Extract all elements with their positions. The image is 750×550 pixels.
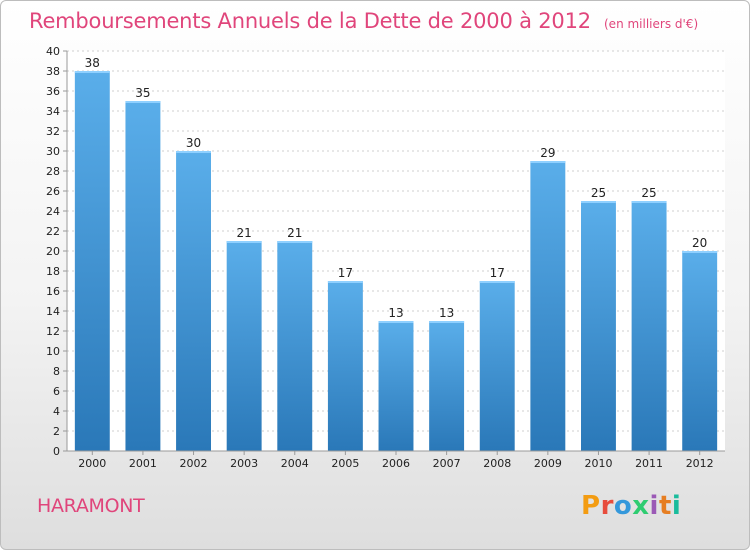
bar-2006 <box>378 321 414 451</box>
title-block: Remboursements Annuels de la Dette de 20… <box>29 9 698 33</box>
logo-letter: x <box>632 491 650 521</box>
y-tick-label: 32 <box>46 125 60 138</box>
bar-value-label-2003: 21 <box>237 226 252 240</box>
y-tick-label: 10 <box>46 345 60 358</box>
bar-highlight-2009 <box>530 161 566 163</box>
bar-value-label-2010: 25 <box>591 186 606 200</box>
x-tick-label-2012: 2012 <box>686 457 714 470</box>
bar-2002 <box>176 151 212 451</box>
bar-2012 <box>682 251 718 451</box>
y-tick-label: 34 <box>46 105 60 118</box>
bar-highlight-2003 <box>226 241 262 243</box>
bar-2000 <box>74 71 110 451</box>
y-tick-label: 36 <box>46 85 60 98</box>
bar-highlight-2008 <box>479 281 515 283</box>
bar-highlight-2004 <box>277 241 313 243</box>
bar-2007 <box>429 321 465 451</box>
bar-value-label-2000: 38 <box>85 56 100 70</box>
bar-highlight-2005 <box>327 281 363 283</box>
x-tick-label-2005: 2005 <box>331 457 359 470</box>
y-tick-label: 2 <box>53 425 60 438</box>
bar-2008 <box>479 281 515 451</box>
bar-2003 <box>226 241 262 451</box>
y-tick-label: 0 <box>53 445 60 458</box>
bar-value-label-2005: 17 <box>338 266 353 280</box>
bar-2011 <box>631 201 667 451</box>
x-tick-label-2002: 2002 <box>180 457 208 470</box>
logo-letter: P <box>581 491 601 521</box>
bar-highlight-2001 <box>125 101 161 103</box>
bar-value-label-2006: 13 <box>388 306 403 320</box>
y-tick-label: 18 <box>46 265 60 278</box>
bars: 38 35 30 21 21 17 13 13 17 29 25 25 20 <box>74 56 718 451</box>
bar-value-label-2011: 25 <box>641 186 656 200</box>
logo-letter: o <box>613 491 633 521</box>
bar-value-label-2002: 30 <box>186 136 201 150</box>
y-tick-label: 28 <box>46 165 60 178</box>
y-tick-label: 4 <box>53 405 60 418</box>
x-tick-label-2009: 2009 <box>534 457 562 470</box>
bar-2004 <box>277 241 313 451</box>
bar-value-label-2008: 17 <box>490 266 505 280</box>
y-tick-label: 38 <box>46 65 60 78</box>
bar-highlight-2010 <box>580 201 616 203</box>
bar-highlight-2011 <box>631 201 667 203</box>
chart-subtitle: (en milliers d'€) <box>604 17 699 31</box>
chart-title: Remboursements Annuels de la Dette de 20… <box>29 9 591 33</box>
bar-highlight-2012 <box>682 251 718 253</box>
y-tick-label: 30 <box>46 145 60 158</box>
y-tick-label: 40 <box>46 45 60 58</box>
y-tick-label: 26 <box>46 185 60 198</box>
x-tick-label-2003: 2003 <box>230 457 258 470</box>
x-tick-label-2007: 2007 <box>433 457 461 470</box>
y-tick-label: 12 <box>46 325 60 338</box>
x-tick-label-2004: 2004 <box>281 457 309 470</box>
logo-letter: r <box>600 491 614 521</box>
y-tick-label: 8 <box>53 365 60 378</box>
y-tick-label: 6 <box>53 385 60 398</box>
bar-value-label-2004: 21 <box>287 226 302 240</box>
bar-2001 <box>125 101 161 451</box>
commune-name: HARAMONT <box>37 495 145 517</box>
x-axis-ticks: 2000 2001 2002 2003 2004 2005 2006 2007 2008 2009… <box>78 451 714 470</box>
bar-value-label-2009: 29 <box>540 146 555 160</box>
bar-value-label-2012: 20 <box>692 236 707 250</box>
bar-2009 <box>530 161 566 451</box>
bar-highlight-2007 <box>429 321 465 323</box>
y-tick-label: 24 <box>46 205 60 218</box>
bar-2010 <box>580 201 616 451</box>
x-tick-label-2000: 2000 <box>78 457 106 470</box>
x-tick-label-2010: 2010 <box>584 457 612 470</box>
bar-highlight-2000 <box>74 71 110 73</box>
x-tick-label-2001: 2001 <box>129 457 157 470</box>
bar-value-label-2007: 13 <box>439 306 454 320</box>
y-tick-label: 16 <box>46 285 60 298</box>
logo-letter: i <box>649 491 659 521</box>
bar-value-label-2001: 35 <box>135 86 150 100</box>
bar-highlight-2006 <box>378 321 414 323</box>
logo-letter: i <box>671 491 682 521</box>
proxiti-logo: Proxiti <box>581 491 681 521</box>
y-tick-label: 14 <box>46 305 60 318</box>
bar-highlight-2002 <box>176 151 212 153</box>
x-tick-label-2011: 2011 <box>635 457 663 470</box>
logo-letter: t <box>658 491 672 521</box>
x-tick-label-2006: 2006 <box>382 457 410 470</box>
y-tick-label: 22 <box>46 225 60 238</box>
bar-2005 <box>327 281 363 451</box>
y-tick-label: 20 <box>46 245 60 258</box>
x-tick-label-2008: 2008 <box>483 457 511 470</box>
